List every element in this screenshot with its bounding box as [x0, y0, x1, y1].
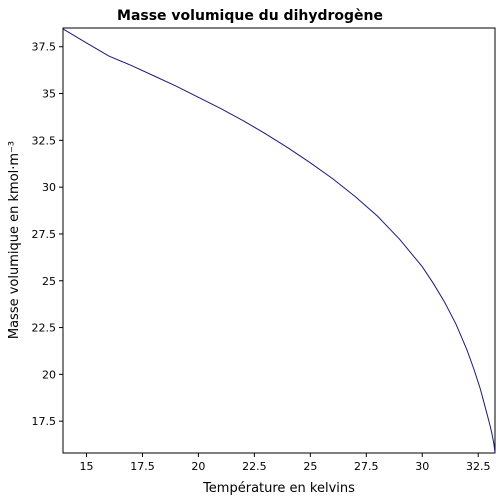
plot-area: 15 17.5 20 22.5 25 27.5 30 32.5 17.5 20 22.5 25 27.5…	[32, 27, 496, 473]
x-tick-label: 30	[415, 460, 429, 473]
y-tick-label: 32.5	[32, 134, 57, 147]
y-tick-label: 35	[42, 88, 56, 101]
x-tick-label: 25	[303, 460, 317, 473]
y-tick-label: 30	[42, 181, 56, 194]
y-tick-label: 20	[42, 368, 56, 381]
y-tick-label: 25	[42, 275, 56, 288]
plot-frame	[62, 27, 496, 454]
y-tick-label: 22.5	[32, 322, 57, 335]
x-tick-label: 15	[80, 460, 94, 473]
x-axis-label: Température en kelvins	[202, 481, 355, 496]
y-axis-label: Masse volumique en kmol·m⁻³	[7, 141, 22, 339]
y-tick-label: 17.5	[32, 415, 57, 428]
series-line	[62, 28, 496, 454]
x-tick-label: 32.5	[466, 460, 491, 473]
x-tick-label: 20	[191, 460, 205, 473]
x-tick-label: 27.5	[354, 460, 379, 473]
y-tick-label: 27.5	[32, 228, 57, 241]
y-tick-label: 37.5	[32, 41, 57, 54]
x-tick-label: 17.5	[130, 460, 155, 473]
chart-title: Masse volumique du dihydrogène	[117, 8, 383, 24]
x-tick-label: 22.5	[242, 460, 267, 473]
